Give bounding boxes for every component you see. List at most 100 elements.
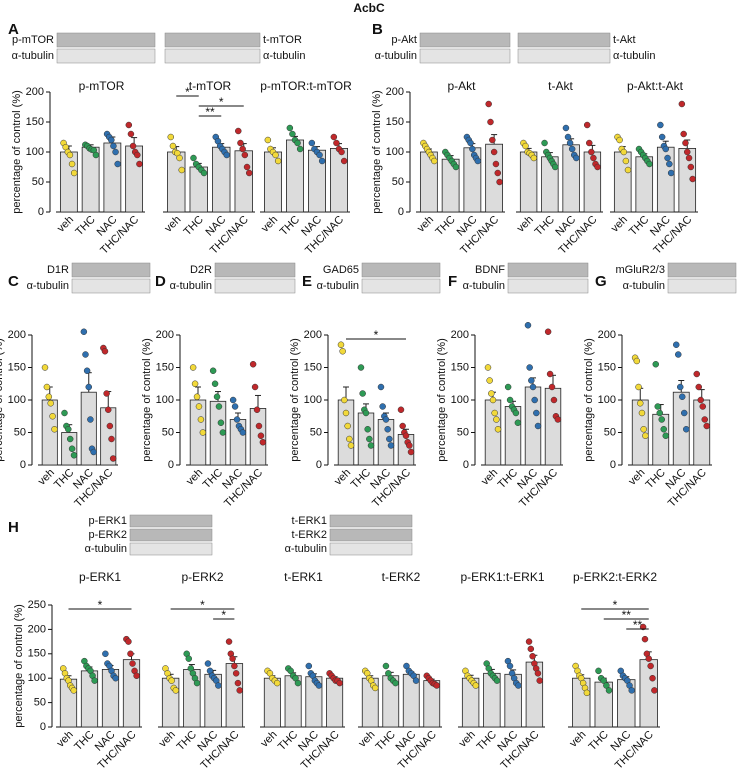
data-point [651, 687, 658, 694]
blot-label: p-ERK2 [88, 529, 127, 541]
data-point [488, 390, 495, 397]
blot-strip [507, 262, 589, 278]
data-point [695, 383, 703, 391]
x-tick-label: THC [52, 467, 77, 492]
data-point [382, 416, 390, 423]
data-point [341, 396, 348, 404]
data-point [687, 163, 695, 171]
data-point [624, 166, 632, 174]
significance-label: * [221, 608, 226, 622]
data-point [114, 160, 121, 168]
data-point [133, 672, 140, 680]
data-point [241, 151, 249, 159]
blot-label: t-ERK2 [292, 529, 327, 541]
data-point [588, 148, 595, 156]
data-point [595, 667, 602, 675]
blot-label: α-tubulin [463, 280, 505, 292]
blot-strip [419, 32, 511, 48]
data-point [371, 684, 379, 692]
y-tick-label: 50 [457, 426, 469, 438]
data-point [125, 121, 133, 129]
data-point [106, 422, 114, 430]
data-point [379, 403, 386, 410]
blot-label: α-tubulin [375, 50, 417, 62]
blot-label: p-ERK1 [88, 515, 127, 527]
data-point [362, 409, 370, 417]
data-point [308, 139, 316, 147]
data-point [680, 130, 687, 138]
data-point [546, 370, 554, 378]
y-axis-label: percentage of control (%) [289, 338, 301, 462]
blot-strip [667, 278, 737, 294]
data-point [703, 422, 710, 430]
data-point [487, 118, 494, 126]
data-point [359, 390, 366, 397]
data-point [193, 393, 201, 400]
data-point [102, 650, 109, 658]
data-point [504, 383, 512, 391]
data-point [223, 151, 230, 159]
bar [234, 150, 253, 213]
blot-label: p-Akt [391, 34, 417, 46]
data-point [472, 682, 480, 689]
data-point [185, 655, 193, 662]
data-point [685, 154, 693, 162]
data-point [646, 160, 653, 168]
data-point [243, 163, 251, 171]
data-point [639, 623, 647, 631]
data-point [85, 383, 92, 391]
data-point [168, 677, 175, 684]
chart-title: p-mTOR [79, 79, 125, 93]
data-point [315, 682, 323, 689]
panel-letter: C [8, 273, 19, 290]
data-point [660, 426, 667, 433]
data-point [684, 148, 691, 156]
data-point [108, 136, 115, 144]
data-point [678, 100, 686, 108]
bar [167, 151, 186, 213]
data-point [129, 660, 136, 667]
x-tick-label: veh [567, 729, 588, 750]
data-point [640, 426, 647, 433]
data-point [90, 448, 97, 456]
blot-strip [667, 262, 737, 278]
chart-title: p-ERK2:t-ERK2 [573, 570, 657, 584]
panel-letter: B [372, 21, 383, 38]
y-tick-label: 150 [26, 116, 44, 128]
data-point [452, 163, 460, 171]
significance-label: * [200, 598, 205, 612]
data-point [232, 670, 240, 677]
data-point [255, 422, 263, 430]
data-point [490, 148, 498, 156]
bar [161, 677, 180, 728]
error-bar [255, 394, 261, 409]
data-point [554, 416, 562, 423]
y-tick-label: 150 [304, 361, 322, 373]
data-point [522, 142, 529, 150]
data-point [199, 429, 207, 436]
data-point [412, 677, 420, 684]
y-tick-label: 200 [28, 623, 46, 635]
data-point [91, 677, 98, 684]
data-point [652, 361, 660, 368]
data-point [340, 157, 348, 165]
data-point [642, 432, 649, 439]
data-point [635, 383, 642, 391]
data-point [178, 166, 185, 174]
chart-title: t-ERK1 [284, 570, 323, 584]
data-point [49, 413, 56, 420]
x-tick-label: veh [609, 214, 630, 235]
data-point [367, 442, 375, 449]
blot-strip [419, 48, 511, 64]
data-point [701, 416, 708, 423]
y-tick-label: 50 [14, 426, 26, 438]
data-point [506, 662, 514, 670]
blot-label: α-tubulin [285, 543, 327, 555]
significance-label: * [374, 328, 379, 342]
data-point [536, 677, 543, 684]
data-point [127, 650, 134, 658]
chart-title: t-ERK2 [382, 570, 421, 584]
x-tick-label: veh [415, 214, 436, 235]
chart-title: p-ERK1 [79, 570, 121, 584]
blot-strip [164, 32, 261, 48]
